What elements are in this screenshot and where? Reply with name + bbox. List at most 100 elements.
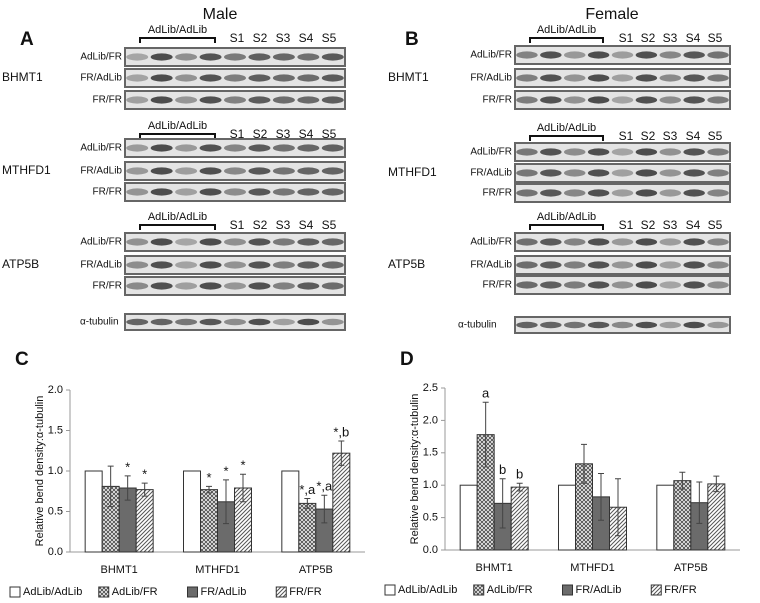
bar — [84, 470, 103, 553]
blot-band — [297, 318, 320, 326]
blot-band — [683, 74, 705, 82]
blot-band — [150, 238, 173, 246]
y-tick-label: 1.0 — [423, 479, 438, 491]
blot-band — [540, 238, 562, 246]
blot-band — [516, 74, 538, 82]
lane-label: S3 — [663, 129, 678, 143]
legend-swatch — [98, 586, 110, 598]
blot-band — [321, 53, 344, 61]
blot-band — [248, 96, 271, 104]
lane-label: S1 — [230, 31, 245, 45]
protein-label: ATP5B — [2, 257, 39, 271]
x-tick-label: MTHFD1 — [195, 564, 240, 576]
blot-band — [224, 96, 246, 104]
blot-band — [540, 96, 562, 104]
blot-band — [297, 188, 320, 196]
blot-band — [516, 169, 538, 177]
blot-band — [587, 321, 610, 329]
y-axis-label: Relative bend density:α-tubulin — [34, 396, 46, 547]
blot-band — [587, 96, 610, 104]
blot-band — [516, 51, 538, 59]
blot-band — [707, 281, 729, 289]
protein-label: MTHFD1 — [388, 165, 437, 179]
blot-band — [126, 144, 149, 152]
bracket — [529, 37, 604, 43]
lane-label: S3 — [276, 127, 291, 141]
blot-band — [272, 282, 295, 290]
blot-band — [516, 189, 538, 197]
error-bar — [240, 473, 246, 503]
blot-band — [516, 238, 538, 246]
blot-band — [126, 282, 149, 290]
legend-swatch — [9, 586, 21, 598]
bracket — [139, 224, 216, 230]
blot-strip — [514, 163, 731, 183]
blot-band — [126, 318, 149, 326]
blot-band — [126, 96, 149, 104]
row-label: FR/FR — [483, 188, 512, 199]
panel-letter: C — [15, 349, 29, 370]
blot-band — [563, 74, 586, 82]
annotation: * — [206, 470, 211, 485]
blot-band — [297, 261, 320, 269]
error-bar — [679, 471, 686, 490]
y-tick-label: 2.0 — [48, 384, 63, 396]
bar — [332, 452, 351, 553]
blot-band — [272, 74, 295, 82]
blot-band — [199, 144, 222, 152]
blot-band — [175, 282, 198, 290]
blot-band — [224, 282, 246, 290]
blot-band — [611, 281, 634, 289]
error-bar — [499, 478, 506, 529]
blot-band — [683, 281, 705, 289]
blot-band — [659, 74, 682, 82]
blot-band — [540, 169, 562, 177]
group-header: AdLib/AdLib — [148, 24, 207, 36]
blot-band — [563, 281, 586, 289]
x-tick-label: BHMT1 — [101, 564, 138, 576]
blot-band — [659, 148, 682, 156]
blot-band — [224, 318, 246, 326]
lane-label: S4 — [686, 218, 701, 232]
bar — [135, 489, 154, 553]
annotation: b — [499, 462, 506, 477]
blot-band — [659, 189, 682, 197]
x-tick-label: MTHFD1 — [570, 562, 615, 574]
legend-label: FR/FR — [289, 586, 321, 598]
blot-band — [248, 144, 271, 152]
blot-band — [587, 261, 610, 269]
blot-band — [635, 96, 658, 104]
blot-band — [272, 96, 295, 104]
blot-band — [563, 261, 586, 269]
blot-band — [150, 144, 173, 152]
group-header: AdLib/AdLib — [537, 122, 596, 134]
blot-band — [150, 282, 173, 290]
blot-band — [248, 238, 271, 246]
blot-band — [707, 238, 729, 246]
row-label: FR/FR — [483, 95, 512, 106]
blot-band — [199, 282, 222, 290]
bracket — [139, 37, 216, 43]
blot-band — [635, 169, 658, 177]
blot-band — [199, 96, 222, 104]
blot-band — [272, 318, 295, 326]
blot-band — [175, 167, 198, 175]
blot-band — [516, 321, 538, 329]
blot-band — [248, 167, 271, 175]
bar — [298, 502, 317, 553]
blot-band — [563, 51, 586, 59]
blot-band — [611, 261, 634, 269]
blot-band — [248, 261, 271, 269]
legend-label: FR/AdLib — [576, 584, 622, 596]
legend-label: FR/AdLib — [201, 586, 247, 598]
blot-band — [563, 96, 586, 104]
blot-band — [516, 261, 538, 269]
blot-band — [224, 167, 246, 175]
blot-band — [224, 238, 246, 246]
blot-band — [563, 321, 586, 329]
blot-strip — [124, 232, 346, 252]
error-bar — [482, 401, 489, 468]
error-bar — [304, 498, 311, 509]
blot-band — [659, 281, 682, 289]
row-label: FR/AdLib — [470, 73, 512, 84]
